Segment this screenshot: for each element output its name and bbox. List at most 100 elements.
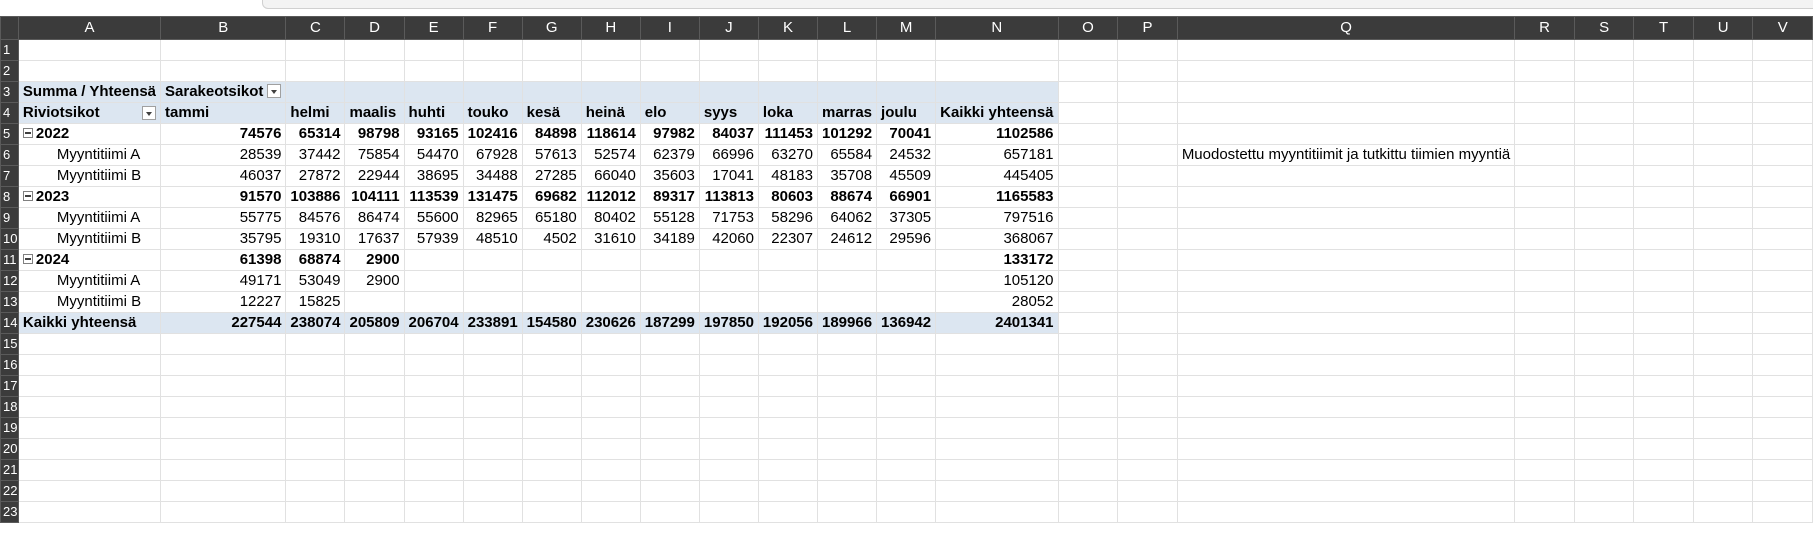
year-month-value[interactable]: 111453 xyxy=(757,123,818,145)
pivot-header-filler[interactable] xyxy=(521,81,582,103)
empty-cell[interactable] xyxy=(1117,417,1178,439)
empty-cell[interactable] xyxy=(1117,270,1178,292)
empty-cell[interactable] xyxy=(639,459,700,481)
column-header-e[interactable]: E xyxy=(403,16,464,40)
empty-cell[interactable] xyxy=(403,60,464,82)
empty-cell[interactable] xyxy=(1514,375,1575,397)
collapse-minus-icon[interactable] xyxy=(22,128,33,138)
empty-cell[interactable] xyxy=(876,501,937,523)
empty-cell[interactable] xyxy=(17,375,162,397)
empty-cell[interactable] xyxy=(1692,312,1754,334)
empty-cell[interactable] xyxy=(580,39,641,61)
empty-cell[interactable] xyxy=(1176,312,1516,334)
month-header-huhti[interactable]: huhti xyxy=(403,102,464,124)
empty-cell[interactable] xyxy=(876,438,937,460)
empty-cell[interactable] xyxy=(1117,438,1178,460)
empty-cell[interactable] xyxy=(1117,186,1178,208)
column-header-b[interactable]: B xyxy=(160,16,287,40)
empty-cell[interactable] xyxy=(160,438,287,460)
empty-cell[interactable] xyxy=(1176,354,1516,376)
empty-cell[interactable] xyxy=(1633,228,1694,250)
team-month-value[interactable]: 4502 xyxy=(521,228,582,250)
empty-cell[interactable] xyxy=(1573,81,1635,103)
empty-cell[interactable] xyxy=(344,354,405,376)
empty-cell[interactable] xyxy=(816,396,878,418)
empty-cell[interactable] xyxy=(698,354,759,376)
team-month-value[interactable] xyxy=(698,270,759,292)
empty-cell[interactable] xyxy=(1057,501,1119,523)
grand-total-month-value[interactable]: 206704 xyxy=(403,312,464,334)
empty-cell[interactable] xyxy=(1514,312,1575,334)
empty-cell[interactable] xyxy=(1692,291,1754,313)
team-month-value[interactable] xyxy=(580,270,641,292)
empty-cell[interactable] xyxy=(935,60,1059,82)
year-total-value[interactable]: 133172 xyxy=(935,249,1059,271)
empty-cell[interactable] xyxy=(1573,186,1635,208)
empty-cell[interactable] xyxy=(1633,501,1694,523)
empty-cell[interactable] xyxy=(1752,60,1813,82)
empty-cell[interactable] xyxy=(580,375,641,397)
empty-cell[interactable] xyxy=(639,375,700,397)
team-month-value[interactable]: 34189 xyxy=(639,228,700,250)
year-row-label[interactable]: 2024 xyxy=(17,249,162,271)
column-labels-filter-dropdown-icon[interactable] xyxy=(267,84,282,98)
empty-cell[interactable] xyxy=(757,396,818,418)
team-month-value[interactable] xyxy=(521,291,582,313)
empty-cell[interactable] xyxy=(160,501,287,523)
team-month-value[interactable]: 80402 xyxy=(580,207,641,229)
empty-cell[interactable] xyxy=(1176,501,1516,523)
team-month-value[interactable]: 27285 xyxy=(521,165,582,187)
row-header-15[interactable]: 15 xyxy=(0,333,19,355)
empty-cell[interactable] xyxy=(639,480,700,502)
empty-cell[interactable] xyxy=(160,480,287,502)
empty-cell[interactable] xyxy=(1692,396,1754,418)
empty-cell[interactable] xyxy=(1752,123,1813,145)
team-month-value[interactable]: 54470 xyxy=(403,144,464,166)
empty-cell[interactable] xyxy=(698,459,759,481)
empty-cell[interactable] xyxy=(1692,144,1754,166)
empty-cell[interactable] xyxy=(1752,480,1813,502)
empty-cell[interactable] xyxy=(1057,81,1119,103)
row-header-1[interactable]: 1 xyxy=(0,39,19,61)
empty-cell[interactable] xyxy=(1633,249,1694,271)
empty-cell[interactable] xyxy=(1117,291,1178,313)
row-header-18[interactable]: 18 xyxy=(0,396,19,418)
row-labels-filter-dropdown-icon[interactable] xyxy=(142,106,157,120)
empty-cell[interactable] xyxy=(1633,207,1694,229)
team-month-value[interactable] xyxy=(403,270,464,292)
empty-cell[interactable] xyxy=(1692,417,1754,439)
empty-cell[interactable] xyxy=(1573,144,1635,166)
empty-cell[interactable] xyxy=(17,354,162,376)
empty-cell[interactable] xyxy=(160,375,287,397)
team-month-value[interactable] xyxy=(462,270,523,292)
note-text-cell[interactable]: Muodostettu myyntitiimit ja tutkittu tii… xyxy=(1176,144,1516,166)
empty-cell[interactable] xyxy=(1117,459,1178,481)
year-month-value[interactable] xyxy=(580,249,641,271)
empty-cell[interactable] xyxy=(1573,207,1635,229)
pivot-header-filler[interactable] xyxy=(403,81,464,103)
column-header-t[interactable]: T xyxy=(1633,16,1694,40)
empty-cell[interactable] xyxy=(1692,207,1754,229)
empty-cell[interactable] xyxy=(698,501,759,523)
pivot-header-filler[interactable] xyxy=(935,81,1059,103)
empty-cell[interactable] xyxy=(1573,501,1635,523)
column-header-h[interactable]: H xyxy=(580,16,641,40)
team-month-value[interactable]: 58296 xyxy=(757,207,818,229)
team-month-value[interactable]: 45509 xyxy=(876,165,937,187)
empty-cell[interactable] xyxy=(580,354,641,376)
row-header-16[interactable]: 16 xyxy=(0,354,19,376)
column-header-p[interactable]: P xyxy=(1117,16,1178,40)
pivot-header-filler[interactable] xyxy=(698,81,759,103)
team-month-value[interactable]: 19310 xyxy=(285,228,346,250)
empty-cell[interactable] xyxy=(1752,312,1813,334)
team-month-value[interactable]: 37305 xyxy=(876,207,937,229)
team-month-value[interactable]: 82965 xyxy=(462,207,523,229)
empty-cell[interactable] xyxy=(1057,102,1119,124)
team-month-value[interactable] xyxy=(344,291,405,313)
empty-cell[interactable] xyxy=(1633,270,1694,292)
empty-cell[interactable] xyxy=(1514,354,1575,376)
pivot-header-filler[interactable] xyxy=(344,81,405,103)
empty-cell[interactable] xyxy=(1117,123,1178,145)
team-month-value[interactable]: 52574 xyxy=(580,144,641,166)
team-month-value[interactable]: 42060 xyxy=(698,228,759,250)
